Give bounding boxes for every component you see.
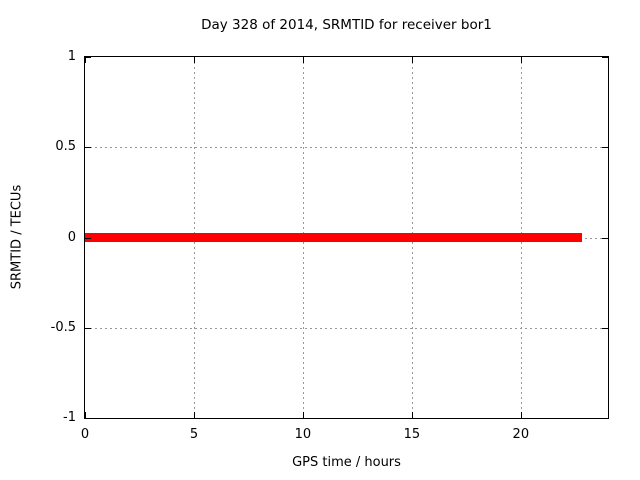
y-tick-mark-right — [602, 418, 608, 419]
x-tick-mark-top — [85, 57, 86, 63]
x-tick-mark-bottom — [520, 412, 522, 418]
series-line-srmtid — [85, 233, 582, 242]
x-tick-label: 10 — [294, 427, 312, 442]
x-tick-mark-bottom — [193, 412, 195, 418]
y-gridline — [85, 147, 608, 149]
y-gridline — [85, 327, 608, 329]
x-tick-mark-bottom — [302, 412, 304, 418]
x-tick-label: 5 — [189, 427, 199, 442]
y-tick-mark-left — [85, 327, 91, 329]
y-tick-mark-left — [85, 147, 91, 149]
x-tick-mark-bottom — [85, 412, 86, 418]
chart-title: Day 328 of 2014, SRMTID for receiver bor… — [201, 17, 492, 33]
y-tick-mark-left — [85, 57, 91, 58]
x-tick-label: 20 — [512, 427, 530, 442]
plot-area — [84, 56, 609, 419]
y-tick-mark-right — [602, 147, 608, 149]
x-tick-label: 0 — [80, 427, 90, 442]
y-tick-label: -1 — [63, 410, 76, 425]
x-tick-mark-top — [520, 57, 522, 63]
x-tick-label: 15 — [403, 427, 421, 442]
y-tick-label: 0 — [67, 229, 76, 245]
y-tick-mark-left — [85, 237, 91, 239]
y-tick-label: 1 — [67, 49, 76, 64]
y-tick-mark-right — [602, 57, 608, 58]
y-tick-label: -0.5 — [50, 319, 76, 335]
y-tick-mark-right — [602, 327, 608, 329]
y-tick-mark-left — [85, 418, 91, 419]
x-tick-mark-top — [193, 57, 195, 63]
x-tick-mark-top — [302, 57, 304, 63]
x-axis-label: GPS time / hours — [292, 455, 401, 470]
x-tick-mark-bottom — [411, 412, 413, 418]
y-tick-label: 0.5 — [55, 139, 76, 155]
y-tick-mark-right — [602, 237, 608, 239]
x-tick-mark-top — [411, 57, 413, 63]
